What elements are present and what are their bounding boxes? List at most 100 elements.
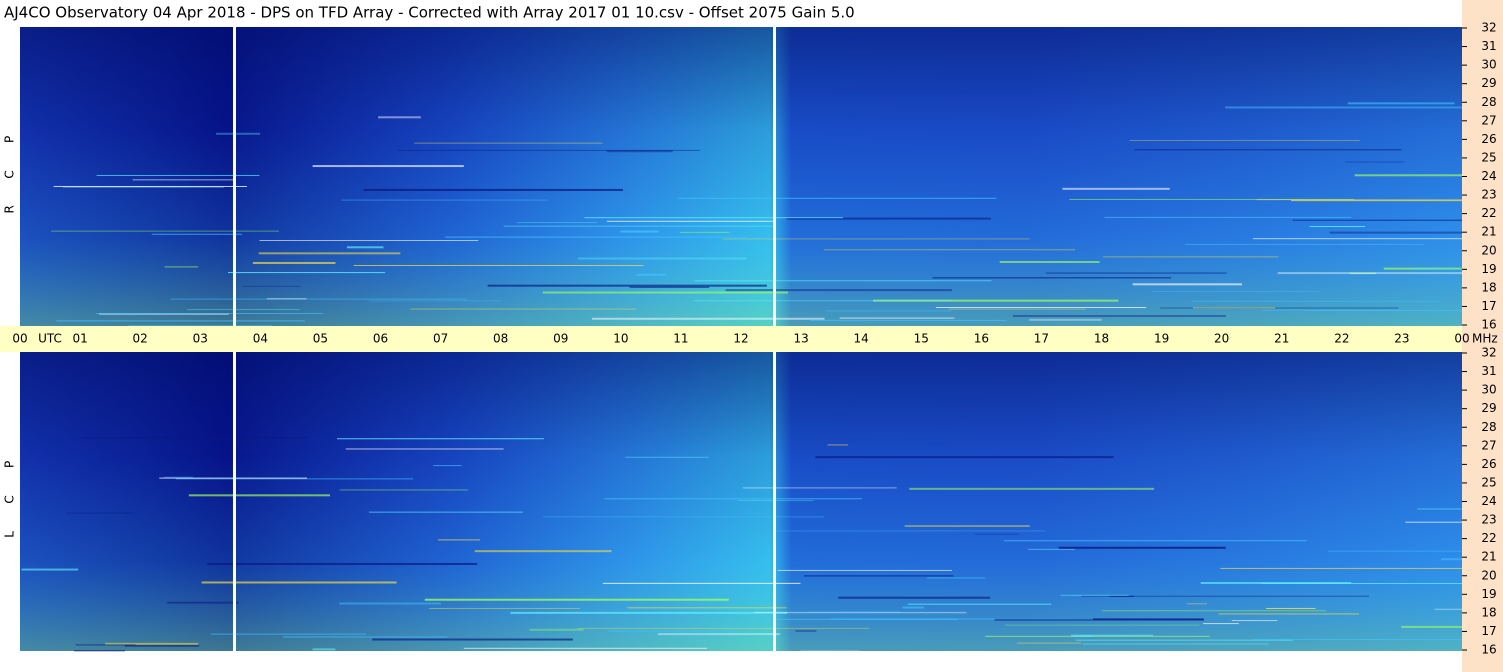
streak [693, 300, 953, 302]
streak [657, 633, 781, 636]
streak [516, 222, 597, 224]
streak [1186, 603, 1208, 605]
streak [1101, 610, 1327, 612]
streak [1266, 607, 1316, 609]
streak [620, 230, 659, 233]
streak [73, 650, 125, 652]
streak [1029, 318, 1102, 321]
streak [725, 289, 952, 292]
frequency-label: 23 [1481, 188, 1496, 202]
streak [96, 313, 324, 315]
streak [1160, 307, 1399, 309]
streak [397, 149, 700, 151]
streak [1434, 608, 1462, 610]
streak [543, 516, 825, 518]
streak [207, 562, 478, 565]
streak [353, 264, 644, 266]
streak [777, 569, 953, 571]
streak [346, 246, 384, 249]
frequency-label: 22 [1481, 531, 1496, 545]
streak [428, 607, 580, 609]
streak [932, 277, 1172, 279]
streak [1328, 550, 1462, 552]
streak [410, 308, 637, 310]
streak [1069, 198, 1354, 200]
streak [985, 635, 1210, 637]
frequency-label: 28 [1481, 95, 1496, 109]
streak [414, 142, 603, 144]
streak [694, 280, 992, 282]
streak [904, 525, 1030, 527]
streak [216, 132, 261, 135]
polarization-letter: R [3, 205, 17, 213]
frequency-label: 31 [1481, 39, 1496, 53]
frequency-label: 16 [1481, 643, 1496, 657]
streak [1256, 199, 1462, 201]
streak [795, 630, 817, 632]
streak [1200, 581, 1352, 584]
streak [830, 618, 1093, 620]
gap-line [233, 27, 236, 326]
streak [336, 438, 544, 440]
streak [838, 596, 991, 599]
streak [1218, 613, 1359, 615]
streak [1082, 643, 1269, 645]
streak [823, 249, 1076, 251]
frequency-label: 26 [1481, 457, 1496, 471]
streak [175, 478, 414, 480]
time-label: 01 [72, 332, 87, 346]
streak [62, 186, 224, 188]
streak [96, 174, 260, 176]
time-label: 06 [373, 332, 388, 346]
streak [372, 638, 573, 641]
streak [1132, 283, 1242, 286]
frequency-label: 17 [1481, 299, 1496, 313]
streak [1252, 638, 1462, 640]
streak [907, 603, 1052, 605]
streak [368, 511, 523, 513]
streak [258, 252, 401, 255]
streak [1220, 567, 1462, 569]
streak [909, 487, 1155, 490]
streak [1151, 291, 1320, 293]
streak [187, 309, 300, 311]
streak [170, 298, 467, 300]
streak [167, 601, 239, 604]
streak [124, 644, 200, 647]
streak [378, 116, 421, 119]
streak [592, 317, 825, 320]
streak [363, 188, 623, 191]
streak [604, 498, 862, 500]
frequency-label: 21 [1481, 550, 1496, 564]
streak [51, 230, 279, 232]
streak [1185, 243, 1424, 245]
streak [800, 650, 860, 652]
streak [1383, 267, 1462, 270]
streak [1081, 595, 1370, 597]
streak [529, 628, 584, 631]
frequency-label: 28 [1481, 420, 1496, 434]
streak [786, 217, 991, 220]
polarization-letter: C [3, 170, 17, 178]
streak [1070, 634, 1154, 636]
frequency-label: 17 [1481, 624, 1496, 638]
gap-line [773, 352, 776, 651]
streak [339, 602, 442, 605]
streak [577, 257, 747, 260]
frequency-label: 23 [1481, 513, 1496, 527]
frequency-label: 31 [1481, 364, 1496, 378]
time-strip [0, 326, 1462, 352]
streak [873, 299, 1119, 302]
streak [1231, 620, 1278, 622]
streak [424, 598, 729, 601]
streak [577, 627, 870, 629]
streak [606, 150, 673, 153]
frequency-label: 30 [1481, 383, 1496, 397]
polarization-letter: P [3, 136, 17, 143]
time-label: 10 [613, 332, 628, 346]
time-label: 13 [793, 332, 808, 346]
streak [188, 494, 331, 497]
streak [1440, 558, 1462, 561]
